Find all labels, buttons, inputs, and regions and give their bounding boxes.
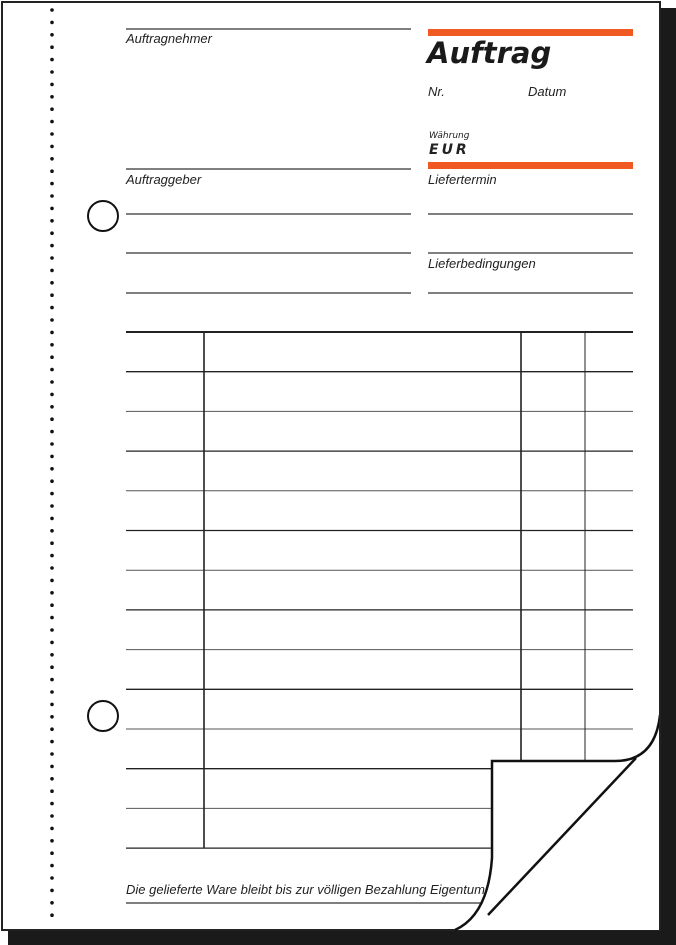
perforation-dot xyxy=(50,33,54,37)
accent-bar-bottom xyxy=(428,162,633,169)
perforation-dot xyxy=(50,876,54,880)
perforation-dot xyxy=(50,119,54,124)
perforation-dot xyxy=(50,479,54,484)
perforation-dot xyxy=(50,268,54,273)
punch-hole-icon xyxy=(87,200,119,232)
perforation-dot xyxy=(50,628,54,632)
page-shadow-right xyxy=(660,8,676,945)
perforation-dot xyxy=(50,144,54,149)
perforation-dot xyxy=(50,8,54,12)
footer-note: Die gelieferte Ware bleibt bis zur völli… xyxy=(126,882,485,897)
perforation-dot xyxy=(50,343,54,347)
accent-bar-top xyxy=(428,29,633,36)
perforation-dot xyxy=(50,231,54,235)
currency-label: Währung xyxy=(429,131,470,141)
perforation-dot xyxy=(50,777,54,781)
perforation-dot xyxy=(50,243,54,248)
currency-value: EUR xyxy=(429,142,470,158)
perforation-dots xyxy=(50,8,54,917)
perforation-dot xyxy=(50,715,54,719)
client-label: Auftraggeber xyxy=(126,172,202,187)
perforation-dot xyxy=(50,107,54,111)
perforation-dot xyxy=(50,901,54,905)
perforation-dot xyxy=(50,566,54,570)
perforation-dot xyxy=(50,727,54,731)
perforation-dot xyxy=(50,355,54,360)
perforation-dot xyxy=(50,826,54,831)
perforation-dot xyxy=(50,45,54,49)
perforation-dot xyxy=(50,541,54,545)
delivery-terms-label: Lieferbedingungen xyxy=(428,256,536,271)
perforation-dot xyxy=(50,442,54,446)
contractor-label: Auftragnehmer xyxy=(126,31,212,46)
order-table xyxy=(126,331,633,849)
perforation-dot xyxy=(50,913,54,917)
perforation-dot xyxy=(50,318,54,322)
perforation-dot xyxy=(50,405,54,409)
perforation-dot xyxy=(50,169,54,173)
perforation-dot xyxy=(50,529,54,533)
form-title: Auftrag xyxy=(427,36,552,70)
perforation-dot xyxy=(50,95,54,99)
perforation-dot xyxy=(50,739,54,744)
perforation-dot xyxy=(50,553,54,558)
perforation-dot xyxy=(50,702,54,707)
perforation-dot xyxy=(50,454,54,459)
perforation-dot xyxy=(50,764,54,769)
perforation-dot xyxy=(50,640,54,645)
perforation-dot xyxy=(50,206,54,211)
perforation-dot xyxy=(50,132,54,136)
delivery-date-label: Liefertermin xyxy=(428,172,497,187)
page-curl-back xyxy=(455,715,660,930)
perforation-dot xyxy=(50,665,54,669)
perforation-dot xyxy=(50,181,54,186)
perforation-dot xyxy=(50,789,54,793)
punch-hole-icon xyxy=(87,700,119,732)
perforation-dot xyxy=(50,801,54,806)
perforation-dot xyxy=(50,603,54,607)
perforation-dot xyxy=(50,367,54,372)
perforation-dot xyxy=(50,20,54,25)
perforation-dot xyxy=(50,82,54,87)
perforation-dot xyxy=(50,578,54,583)
perforation-dot xyxy=(50,157,54,161)
perforation-dot xyxy=(50,851,54,855)
number-label: Nr. xyxy=(428,84,445,99)
perforation-dot xyxy=(50,330,54,335)
perforation-dot xyxy=(50,653,54,657)
perforation-dot xyxy=(50,888,54,893)
perforation-dot xyxy=(50,380,54,384)
perforation-dot xyxy=(50,305,54,310)
perforation-dot xyxy=(50,615,54,620)
perforation-dot xyxy=(50,863,54,868)
page-curl-fold xyxy=(487,757,637,916)
perforation-dot xyxy=(50,417,54,422)
perforation-dot xyxy=(50,752,54,756)
perforation-dot xyxy=(50,57,54,62)
perforation-dot xyxy=(50,839,54,843)
perforation-dot xyxy=(50,591,54,595)
perforation-dot xyxy=(50,814,54,818)
perforation-dot xyxy=(50,194,54,198)
perforation-dot xyxy=(50,677,54,682)
perforation-dot xyxy=(50,429,54,434)
perforation-dot xyxy=(50,256,54,260)
perforation-dot xyxy=(50,70,54,74)
perforation-dot xyxy=(50,690,54,694)
perforation-dot xyxy=(50,392,54,397)
perforation-dot xyxy=(50,504,54,508)
perforation-dot xyxy=(50,467,54,471)
page-shadow-bottom xyxy=(8,930,676,945)
perforation-dot xyxy=(50,281,54,285)
perforation-dot xyxy=(50,516,54,521)
perforation-dot xyxy=(50,491,54,496)
date-label: Datum xyxy=(528,84,567,99)
perforation-dot xyxy=(50,293,54,298)
perforation-dot xyxy=(50,219,54,223)
